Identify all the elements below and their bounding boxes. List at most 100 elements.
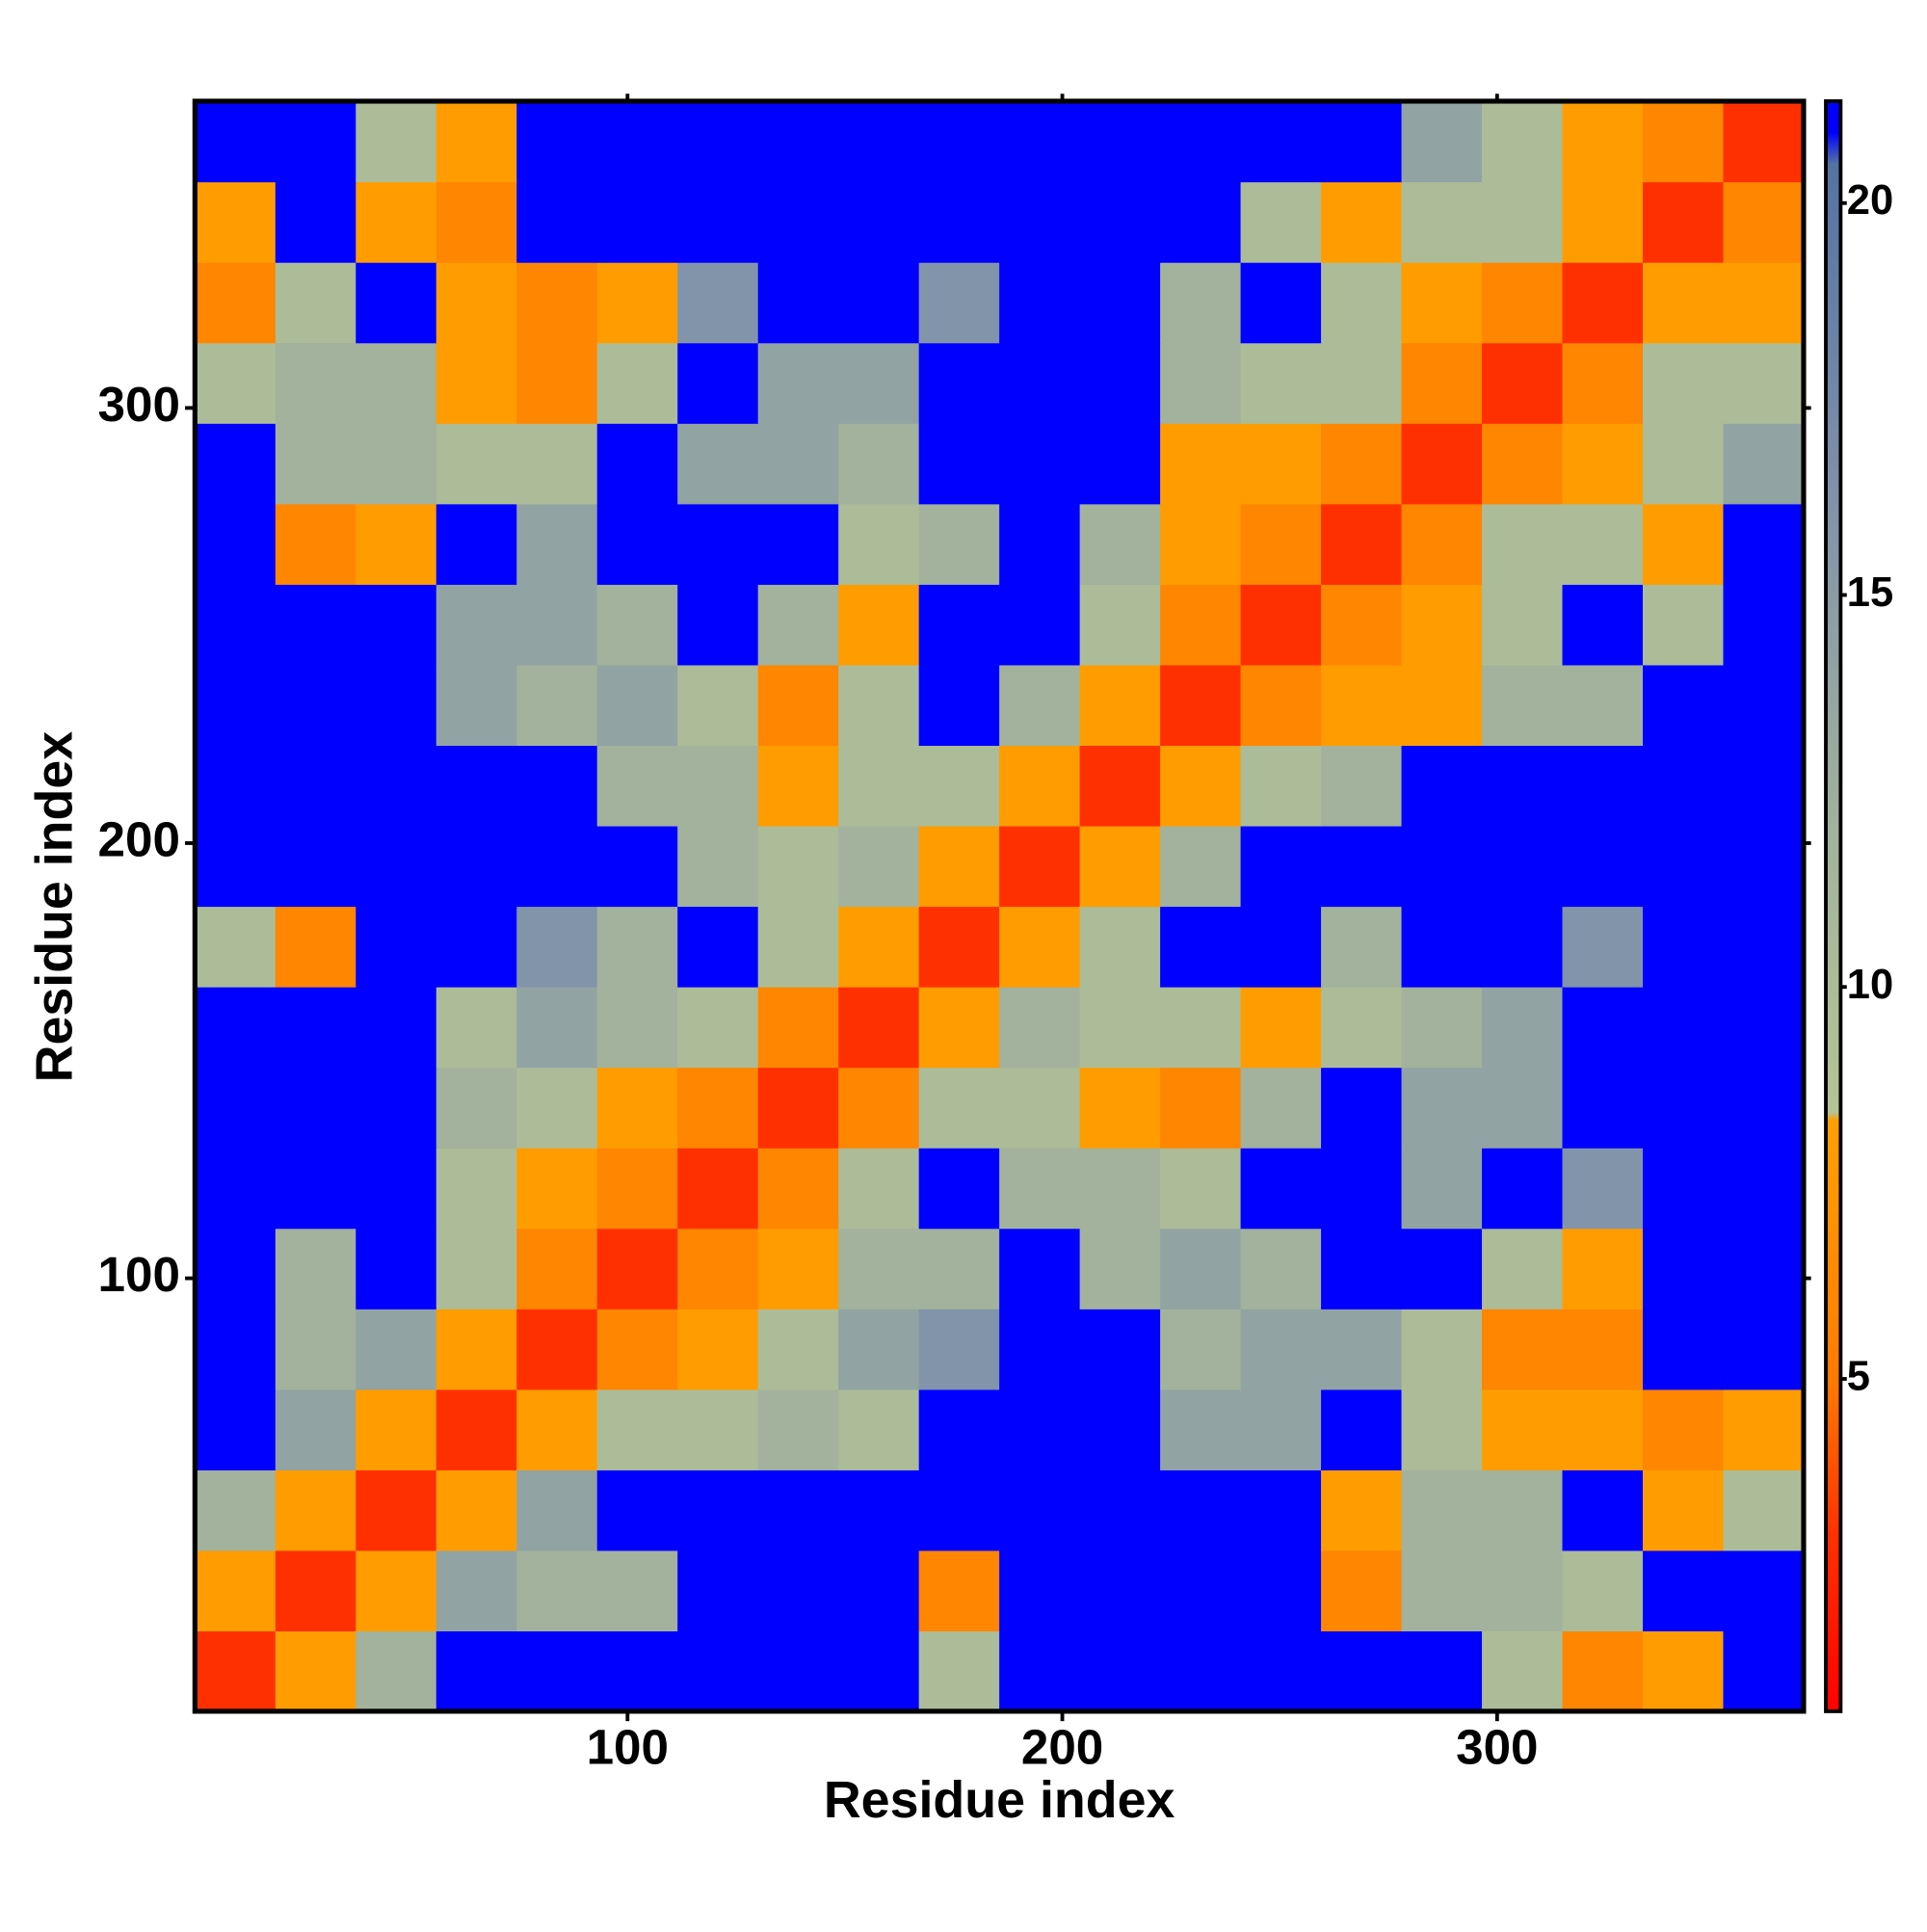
heatmap-cell [436,1148,517,1230]
heatmap-cell [596,181,678,263]
heatmap-cell [1562,745,1644,827]
heatmap-cell [356,906,437,988]
heatmap-cell [1240,262,1322,344]
heatmap-cell [1321,987,1403,1069]
heatmap-cell [1401,423,1483,505]
heatmap-cell [1562,664,1644,747]
heatmap-cell [999,906,1081,988]
y-tick-label: 300 [98,377,180,432]
heatmap-cell [1642,1389,1725,1470]
heatmap-cell [275,906,356,988]
heatmap-cell [918,584,1000,666]
heatmap-cell [596,262,678,344]
heatmap-cell [1079,342,1161,424]
heatmap-cell [1240,1148,1322,1230]
heatmap-cell [1482,987,1564,1069]
heatmap-cell [195,423,277,505]
heatmap-cell [677,745,759,827]
heatmap-cell [275,342,356,424]
heatmap-cell [918,1630,1000,1712]
heatmap-cell [1562,987,1644,1069]
heatmap-cell [1723,906,1805,988]
heatmap-cell [1079,1309,1161,1390]
heatmap-cell [918,664,1000,747]
heatmap-cell [1401,825,1483,908]
heatmap-cell [195,825,277,908]
heatmap-cell [1079,1148,1161,1230]
heatmap-cell [596,1309,678,1390]
heatmap-cell [1562,1067,1644,1149]
heatmap-cell [195,987,277,1069]
heatmap-cell [1482,664,1564,747]
heatmap-cell [999,584,1081,666]
heatmap-cell [1321,181,1403,263]
heatmap-cell [999,423,1081,505]
heatmap-cell [1321,745,1403,827]
heatmap-cell [596,1389,678,1470]
x-tick-label: 300 [1456,1719,1538,1774]
heatmap-cell [516,664,598,747]
heatmap-cell [1240,1469,1322,1551]
heatmap-cell [999,262,1081,344]
heatmap-cell [677,423,759,505]
heatmap-cell [1723,342,1805,424]
heatmap-cell [516,1630,598,1712]
heatmap-cell [757,1549,839,1632]
heatmap-cell [275,1148,356,1230]
heatmap-cell [1321,1549,1403,1632]
heatmap-cell [356,987,437,1069]
heatmap-cell [1321,584,1403,666]
heatmap-cell [677,100,759,183]
heatmap-cell [436,745,517,827]
heatmap-cell [1079,503,1161,585]
heatmap-cell [677,987,759,1069]
heatmap-cell [596,1630,678,1712]
heatmap-cell [596,1549,678,1632]
heatmap-cell [1240,745,1322,827]
heatmap-cell [1642,1469,1725,1551]
heatmap-cell [1160,1630,1242,1712]
heatmap-cell [1401,1389,1483,1470]
heatmap-cell [1562,825,1644,908]
heatmap-cell [999,1148,1081,1230]
heatmap-cell [596,1228,678,1310]
heatmap-cell [436,1549,517,1632]
y-tick-label: 200 [98,812,180,867]
heatmap-cell [436,1389,517,1470]
heatmap-cell [516,342,598,424]
heatmap-cell [1321,1309,1403,1390]
heatmap-cell [1160,1228,1242,1310]
heatmap-cell [1160,1309,1242,1390]
heatmap-cell [677,1389,759,1470]
colorbar-tick-label: 20 [1847,177,1893,224]
heatmap-cell [1321,664,1403,747]
heatmap-cell [1160,181,1242,263]
heatmap-cell [1321,1067,1403,1149]
colorbar [1824,99,1843,1713]
heatmap-cell [1321,825,1403,908]
heatmap-cell [1723,584,1805,666]
heatmap-cell [838,1309,920,1390]
heatmap-cell [1482,1148,1564,1230]
heatmap-cell [275,1469,356,1551]
heatmap-cell [918,1469,1000,1551]
heatmap-cell [1079,987,1161,1069]
heatmap-cell [677,503,759,585]
heatmap-cell [516,906,598,988]
heatmap-cell [1723,1389,1805,1470]
heatmap-cell [677,1148,759,1230]
heatmap-cell [1321,423,1403,505]
heatmap-cell [677,1228,759,1310]
heatmap-cell [195,342,277,424]
heatmap-cell [1642,825,1725,908]
heatmap-cell [356,664,437,747]
heatmap-cell [1642,1549,1725,1632]
heatmap-cell [838,262,920,344]
heatmap-cell [1079,262,1161,344]
heatmap-cell [275,181,356,263]
heatmap-cell [195,906,277,988]
heatmap-cell [918,1067,1000,1149]
heatmap-cell [195,503,277,585]
heatmap-cell [1160,503,1242,585]
heatmap-cell [918,1309,1000,1390]
